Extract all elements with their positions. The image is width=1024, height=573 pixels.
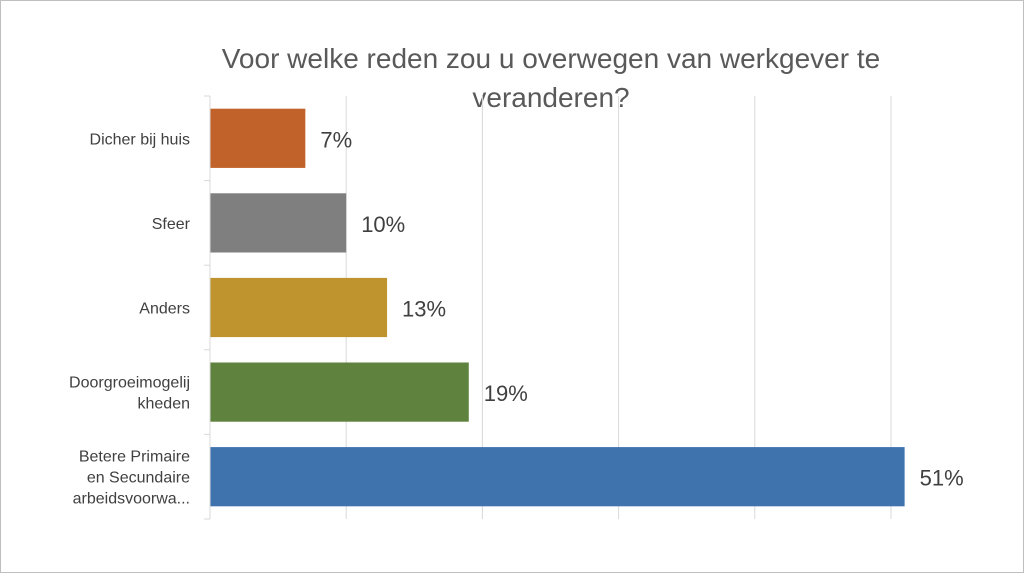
data-label: 19% bbox=[484, 381, 528, 406]
bar bbox=[210, 362, 469, 422]
data-label: 13% bbox=[402, 297, 446, 322]
data-labels: 7% 10% 13% 19% 51% bbox=[320, 127, 963, 490]
bar bbox=[210, 108, 306, 168]
data-label: 51% bbox=[920, 466, 964, 491]
category-label: Anders bbox=[139, 301, 190, 318]
bars bbox=[210, 108, 905, 507]
category-label: Betere Primaire en Secundaire arbeidsvoorw… bbox=[73, 449, 190, 508]
category-label: Sfeer bbox=[152, 216, 191, 233]
bar bbox=[210, 447, 905, 507]
bar bbox=[210, 277, 388, 338]
category-axis: Dicher bij huis Sfeer Anders Doorgroeimogel… bbox=[69, 95, 211, 520]
bar bbox=[210, 193, 347, 253]
data-label: 10% bbox=[361, 212, 405, 237]
category-label: Dicher bij huis bbox=[90, 131, 190, 148]
category-label: Doorgroeimogelij kheden bbox=[69, 375, 190, 413]
data-label: 7% bbox=[320, 127, 352, 152]
chart-title: Voor welke reden zou u overwegen van wer… bbox=[221, 43, 881, 113]
